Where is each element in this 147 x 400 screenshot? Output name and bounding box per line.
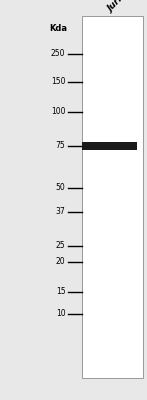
FancyBboxPatch shape (82, 142, 137, 150)
Text: 37: 37 (56, 208, 65, 216)
Text: 20: 20 (56, 258, 65, 266)
Text: Kda: Kda (49, 24, 67, 33)
Text: 25: 25 (56, 242, 65, 250)
Text: 10: 10 (56, 310, 65, 318)
Text: 250: 250 (51, 50, 65, 58)
Text: 100: 100 (51, 108, 65, 116)
Text: 150: 150 (51, 78, 65, 86)
Text: 75: 75 (56, 142, 65, 150)
Text: 50: 50 (56, 184, 65, 192)
Text: Jurkat: Jurkat (106, 0, 134, 14)
FancyBboxPatch shape (82, 16, 143, 378)
Text: 15: 15 (56, 288, 65, 296)
